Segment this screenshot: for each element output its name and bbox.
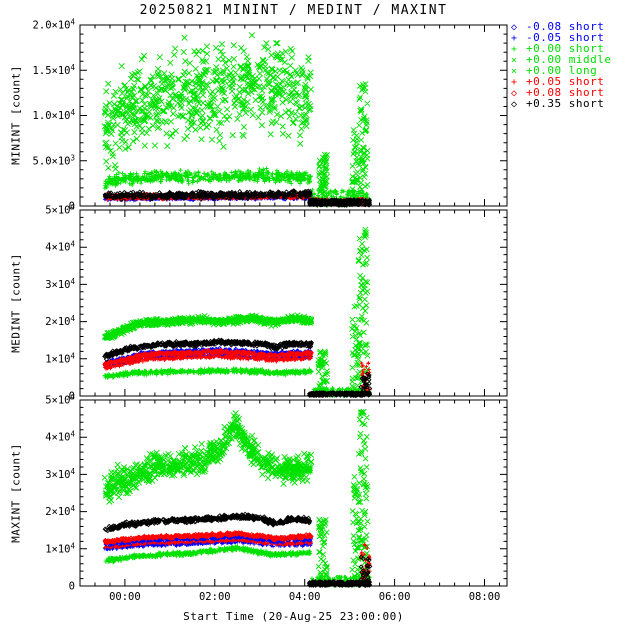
scatter-series bbox=[101, 410, 315, 505]
y-tick-label: 0 bbox=[69, 201, 75, 213]
plus-symbol-icon: + bbox=[511, 44, 518, 55]
legend-label: +0.00 short bbox=[526, 42, 605, 55]
legend-item: ◇ +0.35 short bbox=[511, 97, 611, 110]
y-tick-label: 1×104 bbox=[45, 541, 75, 555]
legend-item: × +0.00 long bbox=[511, 64, 611, 77]
legend-label: +0.05 short bbox=[526, 75, 605, 88]
y-tick-label: 1.5×104 bbox=[33, 63, 76, 77]
legend-item: + +0.05 short bbox=[511, 75, 611, 88]
legend-label: +0.08 short bbox=[526, 86, 605, 99]
scatter-series bbox=[103, 353, 313, 371]
legend-item: + -0.05 short bbox=[511, 31, 611, 44]
y-tick-label: 2.0×104 bbox=[33, 18, 76, 32]
scatter-series bbox=[102, 530, 314, 546]
diamond-symbol-icon: ◇ bbox=[511, 22, 518, 33]
scatter-series bbox=[356, 81, 371, 204]
scatter-series bbox=[102, 166, 313, 191]
scatter-series bbox=[102, 347, 314, 368]
y-tick-label: 5.0×103 bbox=[33, 153, 75, 167]
diamond-symbol-icon: ◇ bbox=[511, 99, 518, 110]
axis-ticks bbox=[79, 399, 507, 587]
y-tick-label: 1.0×104 bbox=[33, 108, 76, 122]
scatter-series bbox=[102, 312, 315, 342]
panel-frame bbox=[79, 209, 508, 397]
y-tick-label: 2×104 bbox=[45, 314, 75, 328]
y-tick-label: 0 bbox=[69, 581, 75, 593]
legend-label: +0.00 middle bbox=[526, 53, 612, 66]
diamond-symbol-icon: ◇ bbox=[511, 88, 518, 99]
plus-symbol-icon: + bbox=[511, 77, 518, 88]
axis-ticks bbox=[79, 24, 507, 207]
y-tick-label: 5×104 bbox=[45, 393, 75, 407]
chart-title: 20250821 MININT / MEDINT / MAXINT bbox=[139, 3, 448, 18]
cross-symbol-icon: × bbox=[511, 55, 518, 66]
legend-item: + +0.00 short bbox=[511, 42, 611, 55]
legend-item: ◇ +0.08 short bbox=[511, 86, 611, 99]
legend-item: ◇ -0.08 short bbox=[511, 20, 611, 33]
y-tick-label: 3×104 bbox=[45, 277, 75, 291]
y-tick-label: 3×104 bbox=[45, 467, 75, 481]
y-tick-label: 1×104 bbox=[45, 351, 75, 365]
x-tick-label: 08:00 bbox=[469, 591, 501, 603]
x-axis-label: Start Time (20-Aug-25 23:00:00) bbox=[183, 610, 404, 623]
y-tick-label: 0 bbox=[69, 391, 75, 403]
legend-item: × +0.00 middle bbox=[511, 53, 612, 66]
scatter-series bbox=[102, 188, 314, 203]
scatter-series bbox=[101, 32, 315, 172]
y-tick-label: 4×104 bbox=[45, 240, 75, 254]
x-tick-label: 02:00 bbox=[199, 591, 231, 603]
plus-symbol-icon: + bbox=[511, 33, 518, 44]
x-tick-label: 04:00 bbox=[289, 591, 321, 603]
scatter-series bbox=[102, 366, 314, 380]
panel-frame bbox=[79, 399, 508, 587]
axis-ticks bbox=[79, 209, 507, 397]
x-tick-label: 06:00 bbox=[379, 591, 411, 603]
y-tick-label: 2×104 bbox=[45, 504, 75, 518]
legend-label: +0.00 long bbox=[526, 64, 598, 77]
scatter-series bbox=[103, 544, 313, 565]
scatter-series bbox=[315, 516, 330, 585]
scatter-series bbox=[103, 531, 314, 548]
y-tick-label: 5×104 bbox=[45, 203, 75, 217]
x-tick-label: 00:00 bbox=[109, 591, 141, 603]
scatter-series bbox=[102, 337, 314, 362]
y-tick-label: 4×104 bbox=[45, 430, 75, 444]
scatter-series bbox=[102, 511, 313, 534]
scatter-series bbox=[358, 371, 373, 397]
legend-label: +0.35 short bbox=[526, 97, 605, 110]
cross-symbol-icon: × bbox=[511, 66, 518, 77]
legend-label: -0.05 short bbox=[526, 31, 605, 44]
legend: ◇ -0.08 short + -0.05 short + +0.00 short ×… bbox=[511, 20, 612, 110]
legend-label: -0.08 short bbox=[526, 20, 605, 33]
